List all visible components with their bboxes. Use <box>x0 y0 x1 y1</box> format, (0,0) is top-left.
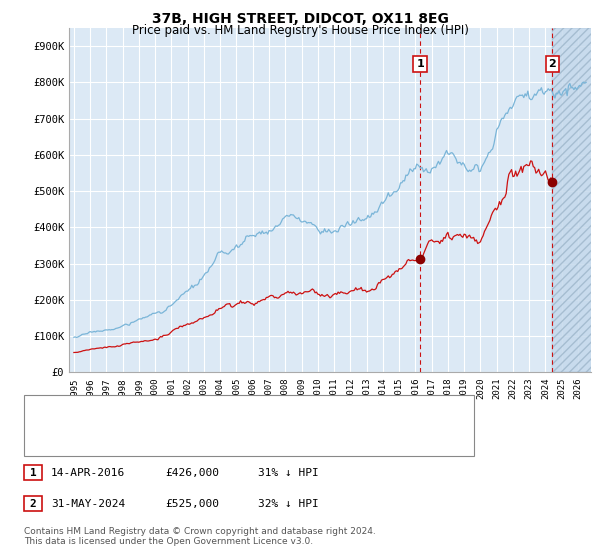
Text: £525,000: £525,000 <box>165 499 219 509</box>
Text: ─────: ───── <box>33 435 71 447</box>
Text: 32% ↓ HPI: 32% ↓ HPI <box>258 499 319 509</box>
Text: £426,000: £426,000 <box>165 468 219 478</box>
Text: 2: 2 <box>29 499 37 509</box>
Text: 37B, HIGH STREET, DIDCOT, OX11 8EG (detached house): 37B, HIGH STREET, DIDCOT, OX11 8EG (deta… <box>69 407 388 417</box>
Text: 1: 1 <box>29 468 37 478</box>
Bar <box>552 28 600 372</box>
Text: Price paid vs. HM Land Registry's House Price Index (HPI): Price paid vs. HM Land Registry's House … <box>131 24 469 37</box>
Text: Contains HM Land Registry data © Crown copyright and database right 2024.
This d: Contains HM Land Registry data © Crown c… <box>24 526 376 546</box>
Text: 37B, HIGH STREET, DIDCOT, OX11 8EG: 37B, HIGH STREET, DIDCOT, OX11 8EG <box>152 12 448 26</box>
Text: 1: 1 <box>416 59 424 69</box>
Text: 2: 2 <box>548 59 556 69</box>
Text: 31% ↓ HPI: 31% ↓ HPI <box>258 468 319 478</box>
Text: HPI: Average price, detached house, South Oxfordshire: HPI: Average price, detached house, Sout… <box>69 436 400 446</box>
Text: 14-APR-2016: 14-APR-2016 <box>51 468 125 478</box>
Text: ─────: ───── <box>33 405 71 418</box>
Text: 31-MAY-2024: 31-MAY-2024 <box>51 499 125 509</box>
